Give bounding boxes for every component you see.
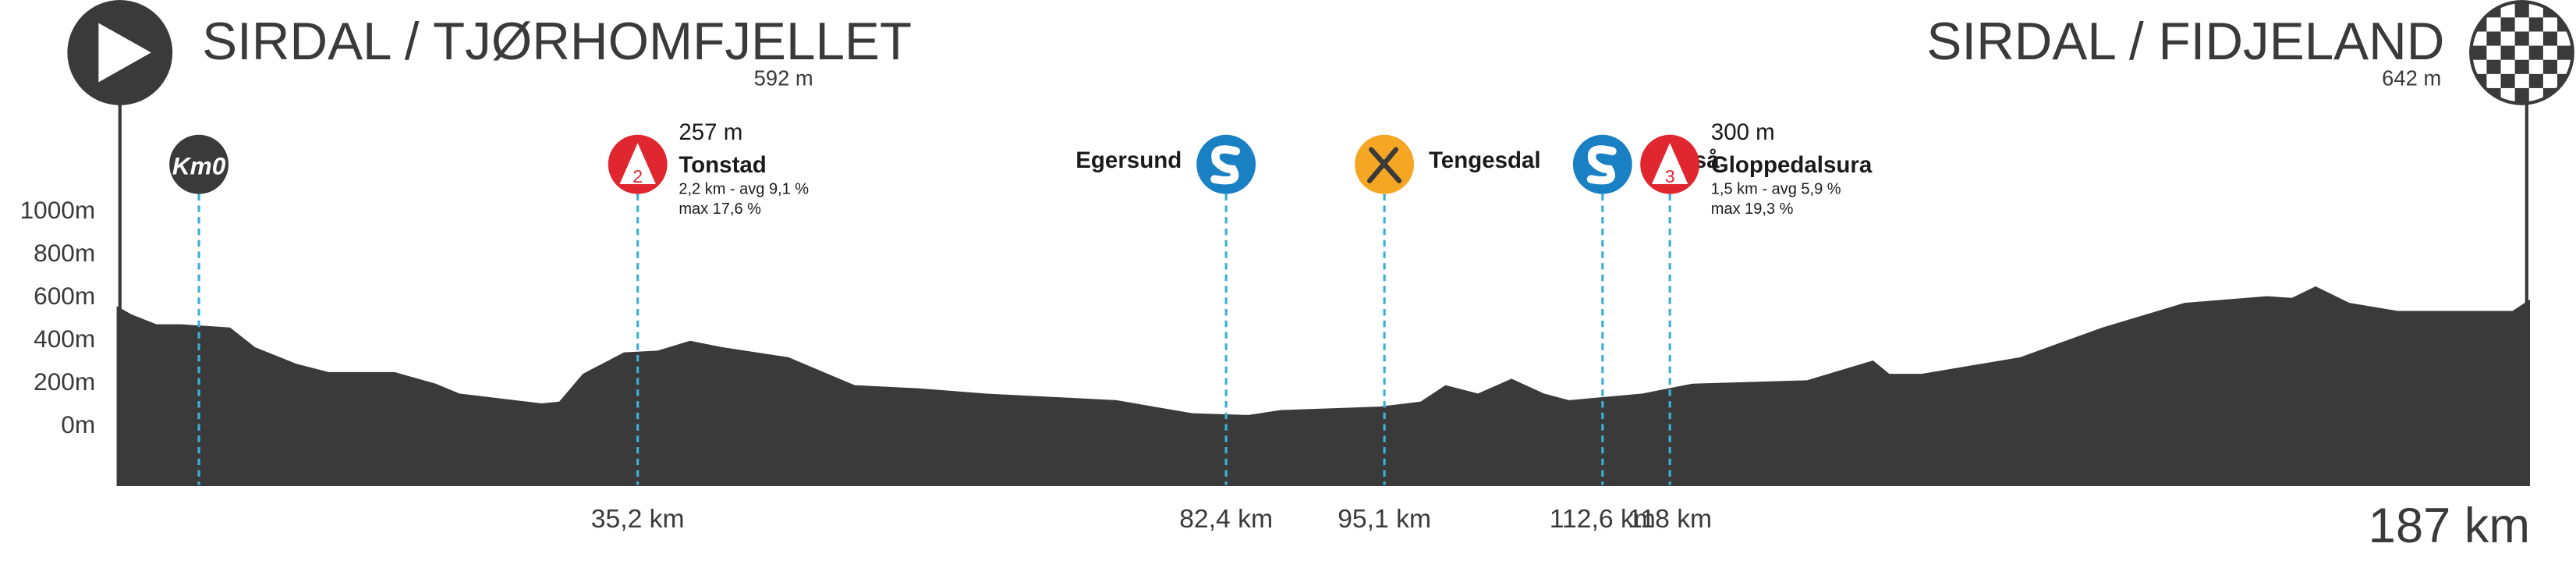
checker-square	[2557, 31, 2571, 46]
y-tick-label: 1000m	[20, 196, 96, 224]
checker-square	[2514, 17, 2529, 32]
checker-square	[2500, 87, 2515, 102]
finish-elevation: 642 m	[2382, 66, 2441, 91]
km-label: 112,6 km	[1550, 504, 1656, 534]
sprint-s	[1586, 145, 1617, 185]
y-tick-label: 600m	[34, 282, 95, 310]
climb-detail: 1,5 km - avg 5,9 %	[1711, 181, 1841, 198]
km-label: 95,1 km	[1338, 504, 1431, 534]
km-label: 82,4 km	[1179, 504, 1273, 534]
checker-square	[2557, 3, 2571, 18]
checker-square	[2528, 3, 2543, 18]
start-elevation: 592 m	[754, 66, 813, 91]
sprint-s	[1210, 145, 1241, 185]
checker-square	[2528, 59, 2543, 74]
checker-square	[2528, 87, 2543, 102]
checker-square	[2486, 45, 2501, 60]
climb-detail: 2,2 km - avg 9,1 %	[679, 181, 809, 198]
climb-mountain	[1651, 143, 1688, 184]
y-tick-label: 0m	[61, 410, 95, 439]
y-tick-label: 400m	[34, 325, 95, 353]
checker-square	[2500, 3, 2515, 18]
marker-name: Egersund	[1075, 147, 1182, 173]
climb-mountain	[619, 143, 656, 184]
checker-square	[2514, 73, 2529, 88]
start-name: SIRDAL / TJØRHOMFJELLET	[202, 12, 912, 71]
marker-icon	[169, 134, 229, 194]
checker-square	[2472, 31, 2487, 46]
start-arrow	[98, 23, 151, 83]
finish-checker	[2472, 3, 2571, 102]
marker-name: Tengesdal	[1429, 147, 1541, 173]
checker-square	[2472, 59, 2487, 74]
climb-category: 3	[1665, 166, 1675, 186]
finish-name: SIRDAL / FIDJELAND	[1926, 12, 2444, 71]
elevation-profile	[116, 286, 2531, 485]
climb-elevation: 257 m	[679, 119, 742, 145]
climb-elevation: 300 m	[1711, 119, 1775, 145]
checker-square	[2472, 3, 2487, 18]
checker-square	[2500, 59, 2515, 74]
checker-square	[2514, 45, 2529, 60]
climb-detail: max 19,3 %	[1711, 201, 1794, 218]
checker-square	[2472, 87, 2487, 102]
feed-knife	[1369, 147, 1402, 183]
checker-square	[2542, 17, 2557, 32]
climb-name: Tonstad	[679, 152, 766, 178]
checker-square	[2557, 59, 2571, 74]
checker-square	[2486, 73, 2501, 88]
km-label: 35,2 km	[591, 504, 685, 534]
y-tick-label: 200m	[34, 367, 95, 396]
checker-square	[2542, 73, 2557, 88]
checker-square	[2486, 17, 2501, 32]
climb-name: Gloppedalsura	[1711, 152, 1873, 178]
km-label: 118 km	[1628, 504, 1712, 534]
checker-square	[2500, 31, 2515, 46]
y-tick-label: 800m	[34, 239, 95, 267]
checker-square	[2557, 87, 2571, 102]
climb-detail: max 17,6 %	[679, 201, 761, 218]
climb-category: 2	[632, 166, 643, 186]
km0-label: Km0	[172, 151, 226, 179]
checker-square	[2542, 45, 2557, 60]
checker-square	[2528, 31, 2543, 46]
total-distance: 187 km	[2369, 499, 2530, 553]
